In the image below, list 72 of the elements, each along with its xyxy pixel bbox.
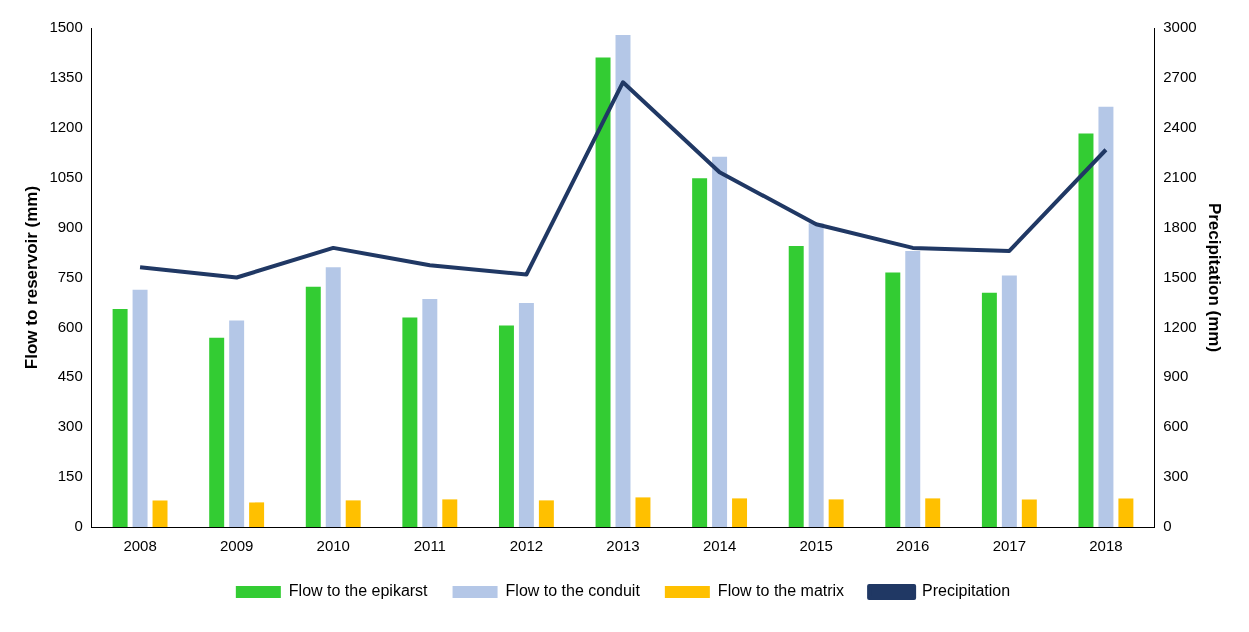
bar [925, 498, 941, 527]
bar [498, 325, 514, 527]
bar [112, 309, 128, 527]
x-tick-label: 2014 [702, 537, 737, 555]
bar [885, 272, 901, 527]
bar [595, 57, 611, 527]
bar [249, 502, 265, 527]
y2-tick-label: 600 [1163, 417, 1189, 435]
legend-label: Flow to the matrix [717, 582, 845, 600]
bar [305, 286, 321, 527]
x-tick-label: 2018 [1089, 537, 1123, 555]
y2-tick-label: 900 [1163, 367, 1189, 385]
bar [538, 500, 554, 527]
y-tick-label: 1500 [49, 18, 83, 36]
bar [712, 156, 728, 527]
bar [788, 245, 804, 527]
y-axis-title: Flow to reservoir (mm) [21, 185, 41, 370]
y-tick-label: 1350 [49, 68, 83, 86]
bar [422, 299, 438, 527]
y-tick-label: 1050 [49, 167, 83, 185]
y-tick-label: 300 [57, 417, 83, 435]
bar [1001, 275, 1017, 527]
y2-tick-label: 1200 [1163, 317, 1197, 335]
y2-tick-label: 2100 [1163, 167, 1197, 185]
bar [808, 223, 824, 527]
bar [1078, 133, 1094, 527]
y-tick-label: 900 [57, 217, 83, 235]
y-tick-label: 450 [57, 367, 83, 385]
bar [152, 500, 168, 527]
bar [402, 317, 418, 527]
bar [615, 34, 631, 527]
bar [635, 497, 651, 527]
y2-tick-label: 3000 [1163, 18, 1197, 36]
bar [345, 500, 361, 527]
legend-label: Flow to the conduit [505, 582, 641, 600]
x-tick-label: 2010 [316, 537, 350, 555]
x-tick-label: 2009 [219, 537, 254, 555]
y-tick-label: 600 [57, 317, 83, 335]
bar [828, 499, 844, 527]
x-tick-label: 2008 [123, 537, 157, 555]
y2-tick-label: 2400 [1163, 117, 1197, 135]
bar [1118, 498, 1134, 527]
bar [905, 250, 921, 527]
bar [325, 267, 341, 527]
bar [1021, 499, 1037, 527]
y2-tick-label: 1500 [1163, 267, 1197, 285]
bar [732, 498, 748, 527]
x-tick-label: 2012 [509, 537, 544, 555]
x-tick-label: 2011 [413, 537, 446, 555]
y-tick-label: 750 [57, 267, 83, 285]
bar [132, 289, 148, 527]
bar [209, 337, 225, 527]
y2-tick-label: 1800 [1163, 217, 1197, 235]
bar [981, 292, 997, 527]
x-tick-label: 2016 [896, 537, 930, 555]
y-tick-label: 150 [57, 467, 83, 485]
y2-tick-label: 2700 [1163, 68, 1197, 86]
legend-label: Flow to the epikarst [288, 582, 429, 600]
y-tick-label: 0 [74, 517, 83, 535]
bar [518, 303, 534, 527]
bar [442, 499, 458, 527]
x-tick-label: 2013 [606, 537, 640, 555]
y2-tick-label: 0 [1163, 517, 1172, 535]
x-tick-label: 2015 [799, 537, 833, 555]
y2-tick-label: 300 [1163, 467, 1189, 485]
bar [229, 320, 245, 527]
legend-label: Precipitation [922, 582, 1011, 600]
y2-axis-title: Precipitation (mm) [1205, 202, 1225, 353]
y-tick-label: 1200 [49, 117, 83, 135]
x-tick-label: 2017 [992, 537, 1027, 555]
bar [1098, 106, 1114, 527]
bar [692, 178, 708, 527]
